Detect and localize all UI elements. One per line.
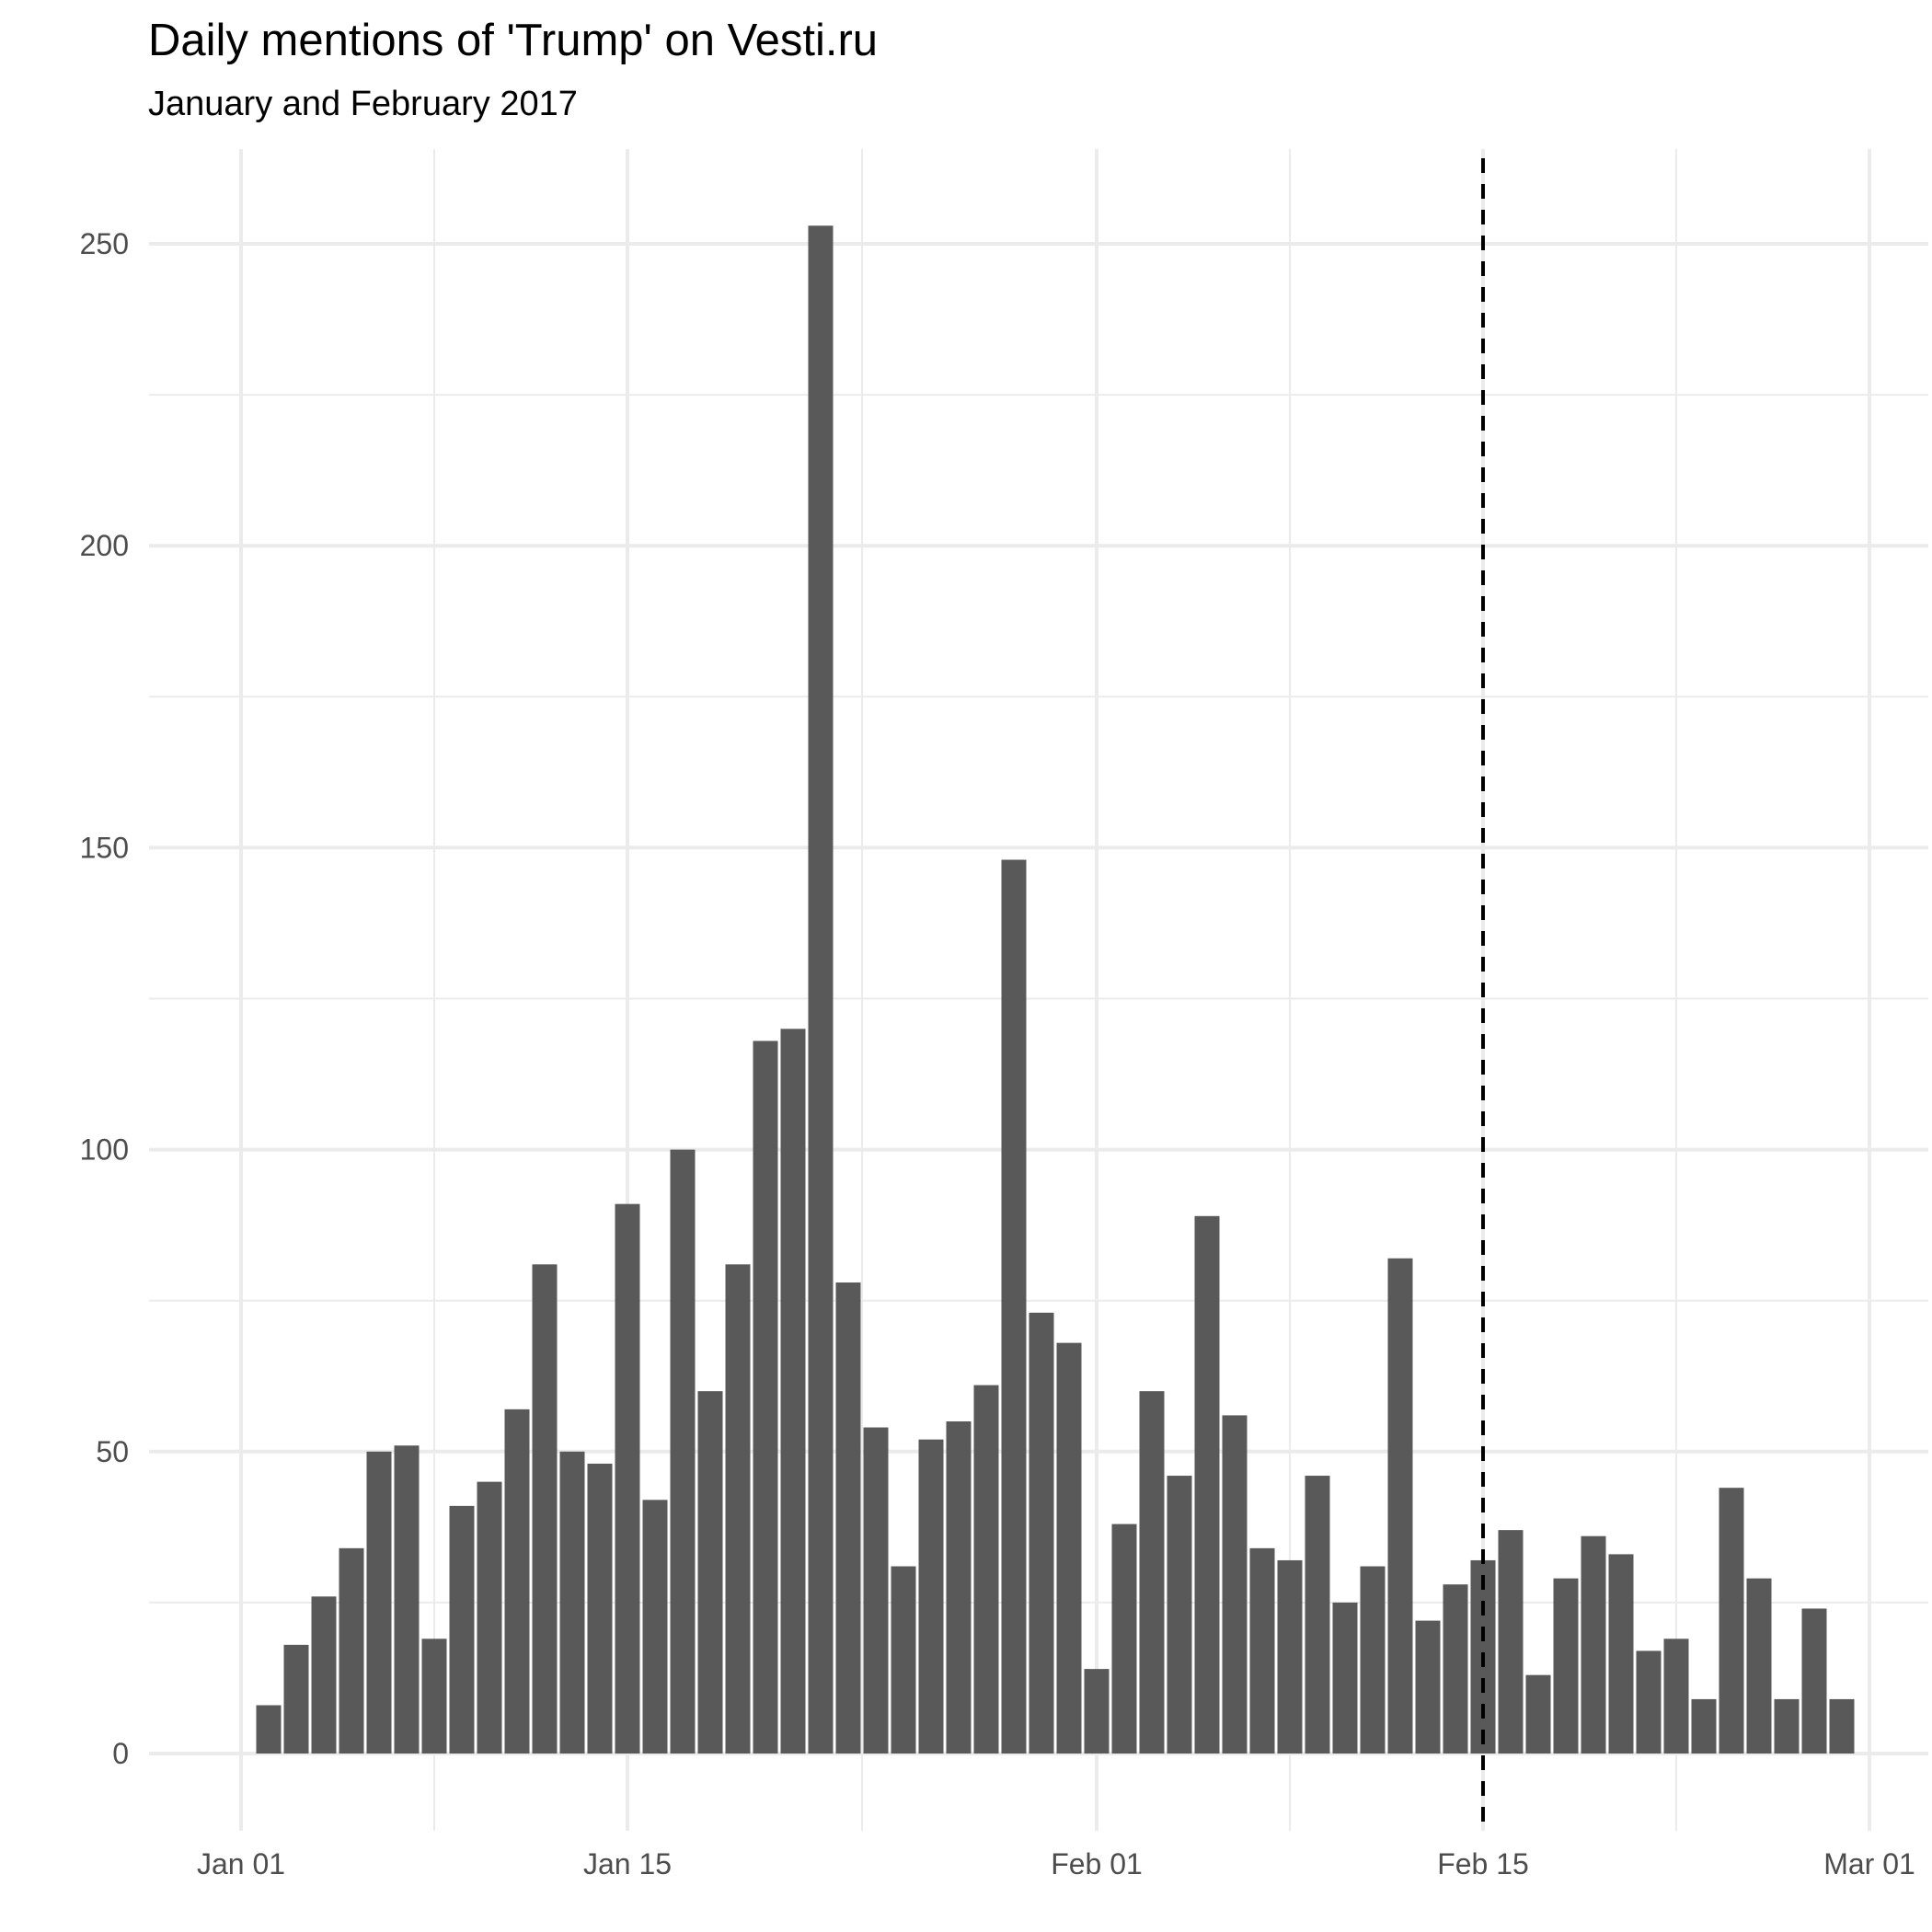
chart-subtitle: January and February 2017 bbox=[148, 85, 578, 123]
bar bbox=[918, 1439, 944, 1754]
bar bbox=[615, 1203, 640, 1754]
bar bbox=[1332, 1602, 1358, 1754]
y-tick-label: 50 bbox=[96, 1435, 129, 1468]
bar bbox=[1719, 1488, 1744, 1754]
bar bbox=[311, 1596, 337, 1754]
bars bbox=[256, 225, 1855, 1754]
bar bbox=[697, 1391, 723, 1754]
bar bbox=[1443, 1584, 1468, 1754]
bar bbox=[1111, 1524, 1137, 1754]
y-tick-label: 250 bbox=[80, 227, 129, 260]
x-tick-label: Feb 01 bbox=[1051, 1847, 1143, 1880]
bar bbox=[1829, 1698, 1855, 1754]
bar bbox=[1194, 1215, 1220, 1754]
x-axis-ticks: Jan 01 Jan 15 Feb 01 Feb 15 Mar 01 bbox=[197, 1847, 1915, 1880]
bar bbox=[339, 1547, 364, 1754]
bar bbox=[587, 1463, 613, 1754]
bar bbox=[477, 1481, 502, 1754]
bar bbox=[642, 1500, 668, 1754]
bar bbox=[1360, 1566, 1386, 1754]
bar bbox=[449, 1505, 475, 1754]
bar bbox=[283, 1644, 309, 1754]
y-axis-ticks: 0 50 100 150 200 250 bbox=[80, 227, 129, 1770]
bar bbox=[504, 1409, 530, 1754]
bar bbox=[1387, 1258, 1413, 1754]
y-tick-label: 200 bbox=[80, 529, 129, 562]
bar bbox=[1498, 1530, 1524, 1754]
bar bbox=[532, 1264, 558, 1754]
y-tick-label: 100 bbox=[80, 1133, 129, 1167]
bar bbox=[1305, 1476, 1330, 1754]
x-tick-label: Feb 15 bbox=[1437, 1847, 1529, 1880]
bar bbox=[1415, 1620, 1441, 1754]
bar bbox=[1001, 859, 1027, 1754]
x-tick-label: Jan 01 bbox=[197, 1847, 285, 1880]
x-tick-label: Mar 01 bbox=[1823, 1847, 1915, 1880]
bar bbox=[753, 1041, 778, 1754]
bar bbox=[559, 1451, 585, 1754]
bar bbox=[1084, 1669, 1110, 1754]
bar bbox=[1801, 1608, 1827, 1754]
bar bbox=[1139, 1391, 1165, 1754]
bar bbox=[1277, 1559, 1303, 1754]
bar bbox=[1029, 1312, 1054, 1754]
bar bbox=[1636, 1650, 1662, 1754]
bar bbox=[1553, 1578, 1579, 1754]
bar bbox=[780, 1029, 806, 1754]
bar bbox=[946, 1420, 972, 1754]
bar bbox=[256, 1705, 282, 1754]
bar bbox=[421, 1639, 447, 1754]
bar bbox=[1222, 1415, 1248, 1754]
bar bbox=[891, 1566, 916, 1754]
bar bbox=[670, 1149, 696, 1754]
bar bbox=[1774, 1698, 1800, 1754]
bar bbox=[808, 225, 834, 1754]
bar bbox=[835, 1282, 861, 1754]
bar bbox=[1581, 1535, 1606, 1754]
bar bbox=[1167, 1476, 1192, 1754]
bar bbox=[1249, 1547, 1275, 1754]
chart-title: Daily mentions of 'Trump' on Vesti.ru bbox=[148, 16, 879, 65]
y-tick-label: 150 bbox=[80, 831, 129, 864]
y-tick-label: 0 bbox=[112, 1737, 129, 1770]
bar bbox=[1608, 1554, 1634, 1754]
bar bbox=[1663, 1639, 1689, 1754]
bar bbox=[1746, 1578, 1772, 1754]
x-tick-label: Jan 15 bbox=[583, 1847, 672, 1880]
bar bbox=[863, 1427, 889, 1754]
bar bbox=[973, 1385, 999, 1754]
bar bbox=[1525, 1674, 1551, 1754]
bar bbox=[1691, 1698, 1717, 1754]
bar bbox=[725, 1264, 751, 1754]
bar bbox=[394, 1445, 420, 1754]
bar bbox=[1056, 1342, 1082, 1754]
bar bbox=[366, 1451, 392, 1754]
